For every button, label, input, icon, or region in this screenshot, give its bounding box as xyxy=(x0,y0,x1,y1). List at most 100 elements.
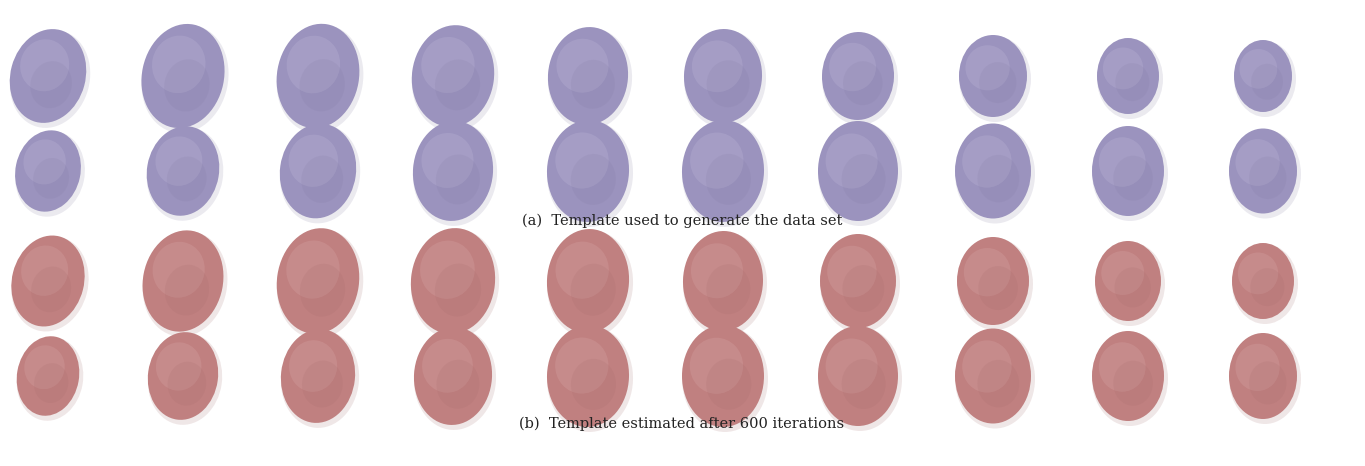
Ellipse shape xyxy=(682,231,763,331)
Ellipse shape xyxy=(1115,63,1149,101)
Ellipse shape xyxy=(820,235,900,333)
Ellipse shape xyxy=(422,339,472,393)
Ellipse shape xyxy=(277,229,363,339)
Ellipse shape xyxy=(1092,331,1164,421)
Ellipse shape xyxy=(957,238,1033,330)
Ellipse shape xyxy=(287,36,340,93)
Ellipse shape xyxy=(822,32,894,120)
Ellipse shape xyxy=(557,39,609,93)
Ellipse shape xyxy=(955,329,1035,429)
Ellipse shape xyxy=(571,264,616,315)
Ellipse shape xyxy=(146,126,220,216)
Ellipse shape xyxy=(960,35,1026,117)
Ellipse shape xyxy=(955,124,1035,224)
Ellipse shape xyxy=(977,360,1020,407)
Ellipse shape xyxy=(277,24,359,128)
Ellipse shape xyxy=(820,234,895,328)
Ellipse shape xyxy=(571,60,614,109)
Ellipse shape xyxy=(147,333,222,425)
Ellipse shape xyxy=(707,60,749,107)
Ellipse shape xyxy=(962,340,1011,393)
Ellipse shape xyxy=(826,133,878,189)
Ellipse shape xyxy=(1228,130,1301,219)
Ellipse shape xyxy=(435,155,480,205)
Ellipse shape xyxy=(420,240,475,299)
Ellipse shape xyxy=(547,325,629,427)
Ellipse shape xyxy=(547,28,632,130)
Ellipse shape xyxy=(277,25,363,133)
Ellipse shape xyxy=(1233,243,1294,319)
Ellipse shape xyxy=(1249,157,1286,199)
Ellipse shape xyxy=(844,61,883,105)
Ellipse shape xyxy=(302,156,343,203)
Ellipse shape xyxy=(1102,251,1144,295)
Ellipse shape xyxy=(142,24,225,128)
Ellipse shape xyxy=(822,33,898,125)
Ellipse shape xyxy=(842,359,886,409)
Ellipse shape xyxy=(706,264,751,314)
Text: (a)  Template used to generate the data set: (a) Template used to generate the data s… xyxy=(521,214,842,228)
Ellipse shape xyxy=(818,122,902,226)
Ellipse shape xyxy=(437,360,479,409)
Ellipse shape xyxy=(1228,129,1297,213)
Ellipse shape xyxy=(142,230,224,332)
Ellipse shape xyxy=(1234,40,1293,112)
Ellipse shape xyxy=(706,359,751,410)
Ellipse shape xyxy=(964,248,1010,296)
Ellipse shape xyxy=(31,267,71,312)
Ellipse shape xyxy=(1228,333,1297,419)
Ellipse shape xyxy=(547,27,628,125)
Ellipse shape xyxy=(11,235,85,327)
Ellipse shape xyxy=(547,120,629,222)
Ellipse shape xyxy=(156,137,202,186)
Ellipse shape xyxy=(1095,242,1164,326)
Ellipse shape xyxy=(556,132,609,189)
Ellipse shape xyxy=(547,121,633,227)
Ellipse shape xyxy=(288,135,339,187)
Ellipse shape xyxy=(692,41,743,92)
Ellipse shape xyxy=(960,36,1031,122)
Ellipse shape xyxy=(556,241,609,299)
Ellipse shape xyxy=(829,43,876,91)
Ellipse shape xyxy=(1114,156,1153,201)
Ellipse shape xyxy=(280,125,360,223)
Ellipse shape xyxy=(411,228,495,334)
Ellipse shape xyxy=(1092,126,1164,216)
Ellipse shape xyxy=(23,139,66,185)
Ellipse shape xyxy=(167,157,206,201)
Ellipse shape xyxy=(842,265,885,312)
Ellipse shape xyxy=(1235,139,1279,186)
Ellipse shape xyxy=(1092,127,1168,221)
Ellipse shape xyxy=(16,337,83,421)
Ellipse shape xyxy=(142,231,228,336)
Ellipse shape xyxy=(827,246,876,297)
Ellipse shape xyxy=(571,359,616,410)
Ellipse shape xyxy=(10,29,86,123)
Ellipse shape xyxy=(684,30,766,128)
Ellipse shape xyxy=(977,155,1020,202)
Ellipse shape xyxy=(25,345,64,389)
Ellipse shape xyxy=(422,133,474,188)
Ellipse shape xyxy=(300,264,345,316)
Ellipse shape xyxy=(11,237,89,331)
Ellipse shape xyxy=(1234,41,1295,117)
Ellipse shape xyxy=(547,230,633,338)
Ellipse shape xyxy=(414,121,493,221)
Ellipse shape xyxy=(412,26,498,132)
Ellipse shape xyxy=(1097,39,1163,119)
Ellipse shape xyxy=(979,266,1018,310)
Ellipse shape xyxy=(979,62,1017,103)
Ellipse shape xyxy=(1103,48,1144,89)
Ellipse shape xyxy=(152,35,206,93)
Ellipse shape xyxy=(289,340,337,392)
Text: (b)  Template estimated after 600 iterations: (b) Template estimated after 600 iterati… xyxy=(520,417,845,431)
Ellipse shape xyxy=(965,45,1010,90)
Ellipse shape xyxy=(1233,244,1298,324)
Ellipse shape xyxy=(33,158,70,199)
Ellipse shape xyxy=(818,121,898,221)
Ellipse shape xyxy=(281,329,355,423)
Ellipse shape xyxy=(30,61,72,108)
Ellipse shape xyxy=(955,329,1031,424)
Ellipse shape xyxy=(1249,361,1286,404)
Ellipse shape xyxy=(287,240,340,299)
